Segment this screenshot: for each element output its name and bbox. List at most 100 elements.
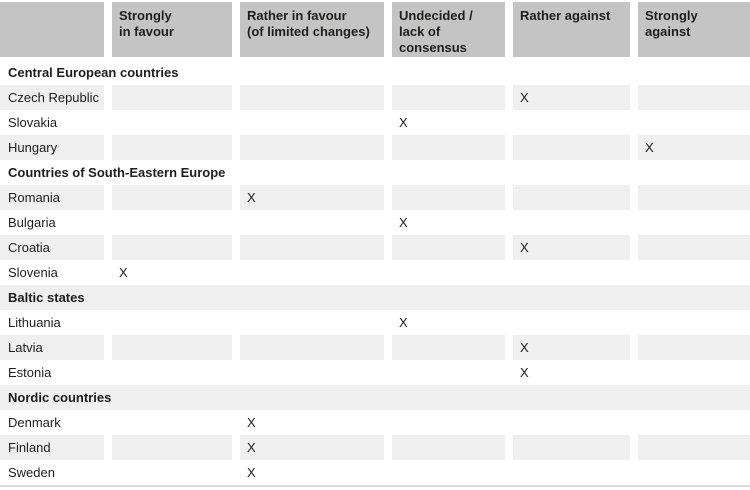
column-header-line: lack of consensus — [399, 24, 467, 55]
mark-cell: X — [513, 85, 630, 110]
empty-cell — [112, 410, 232, 435]
mark-cell: X — [240, 410, 384, 435]
country-label: Croatia — [0, 235, 104, 260]
table-body: Central European countries Czech Republic… — [0, 60, 750, 485]
empty-cell — [240, 85, 384, 110]
bottom-rule — [0, 485, 750, 487]
group-header-row: Baltic states — [0, 285, 750, 310]
table-row: Lithuania X — [0, 310, 750, 335]
mark-cell: X — [112, 260, 232, 285]
column-header-line: Undecided / — [399, 8, 473, 23]
table-row: Slovenia X — [0, 260, 750, 285]
column-header-strongly-against: Strongly against — [638, 2, 750, 57]
empty-cell — [392, 460, 505, 485]
empty-cell — [638, 85, 750, 110]
empty-cell — [392, 135, 505, 160]
column-header-line: in favour — [119, 24, 174, 39]
table-row: Croatia X — [0, 235, 750, 260]
empty-cell — [392, 435, 505, 460]
country-label: Slovenia — [0, 260, 104, 285]
empty-cell — [112, 210, 232, 235]
table-row: Hungary X — [0, 135, 750, 160]
empty-cell — [112, 460, 232, 485]
empty-cell — [513, 185, 630, 210]
mark-cell: X — [392, 310, 505, 335]
empty-cell — [392, 235, 505, 260]
mark-cell: X — [513, 360, 630, 385]
empty-cell — [112, 135, 232, 160]
empty-cell — [638, 435, 750, 460]
table-row: Denmark X — [0, 410, 750, 435]
empty-cell — [638, 460, 750, 485]
empty-cell — [240, 210, 384, 235]
header-corner-cell — [0, 2, 104, 57]
empty-cell — [513, 110, 630, 135]
empty-cell — [112, 335, 232, 360]
empty-cell — [638, 335, 750, 360]
column-header-rather-in-favour: Rather in favour (of limited changes) — [240, 2, 384, 57]
empty-cell — [513, 210, 630, 235]
empty-cell — [638, 310, 750, 335]
empty-cell — [638, 410, 750, 435]
country-label: Sweden — [0, 460, 104, 485]
country-label: Estonia — [0, 360, 104, 385]
country-label: Lithuania — [0, 310, 104, 335]
column-header-line: Strongly — [119, 8, 172, 23]
column-header-line: Rather in favour — [247, 8, 347, 23]
empty-cell — [112, 110, 232, 135]
empty-cell — [392, 410, 505, 435]
empty-cell — [513, 310, 630, 335]
empty-cell — [112, 435, 232, 460]
country-label: Latvia — [0, 335, 104, 360]
mark-cell: X — [392, 110, 505, 135]
empty-cell — [392, 185, 505, 210]
mark-cell: X — [513, 235, 630, 260]
table-row: Sweden X — [0, 460, 750, 485]
table-header-row: Strongly in favour Rather in favour (of … — [0, 2, 750, 57]
mark-cell: X — [240, 435, 384, 460]
group-header-row: Central European countries — [0, 60, 750, 85]
table-row: Romania X — [0, 185, 750, 210]
country-label: Slovakia — [0, 110, 104, 135]
group-header-row: Countries of South-Eastern Europe — [0, 160, 750, 185]
empty-cell — [392, 260, 505, 285]
empty-cell — [638, 110, 750, 135]
table-row: Slovakia X — [0, 110, 750, 135]
column-header-strongly-in-favour: Strongly in favour — [112, 2, 232, 57]
empty-cell — [513, 435, 630, 460]
column-header-line: (of limited changes) — [247, 24, 370, 39]
mark-cell: X — [638, 135, 750, 160]
empty-cell — [513, 260, 630, 285]
table-row: Czech Republic X — [0, 85, 750, 110]
country-label: Denmark — [0, 410, 104, 435]
table-row: Estonia X — [0, 360, 750, 385]
empty-cell — [240, 310, 384, 335]
country-label: Romania — [0, 185, 104, 210]
country-label: Bulgaria — [0, 210, 104, 235]
table-row: Latvia X — [0, 335, 750, 360]
column-header-undecided: Undecided / lack of consensus — [392, 2, 505, 57]
column-header-line: Strongly against — [645, 8, 698, 39]
country-label: Hungary — [0, 135, 104, 160]
empty-cell — [513, 460, 630, 485]
empty-cell — [638, 235, 750, 260]
empty-cell — [112, 310, 232, 335]
table-row: Bulgaria X — [0, 210, 750, 235]
empty-cell — [112, 235, 232, 260]
empty-cell — [240, 360, 384, 385]
empty-cell — [112, 185, 232, 210]
empty-cell — [392, 360, 505, 385]
column-header-rather-against: Rather against — [513, 2, 630, 57]
empty-cell — [638, 260, 750, 285]
empty-cell — [240, 260, 384, 285]
empty-cell — [112, 360, 232, 385]
empty-cell — [513, 135, 630, 160]
table-row: Finland X — [0, 435, 750, 460]
mark-cell: X — [240, 185, 384, 210]
mark-cell: X — [240, 460, 384, 485]
empty-cell — [240, 235, 384, 260]
empty-cell — [240, 335, 384, 360]
mark-cell: X — [513, 335, 630, 360]
column-header-line: Rather against — [520, 8, 611, 23]
